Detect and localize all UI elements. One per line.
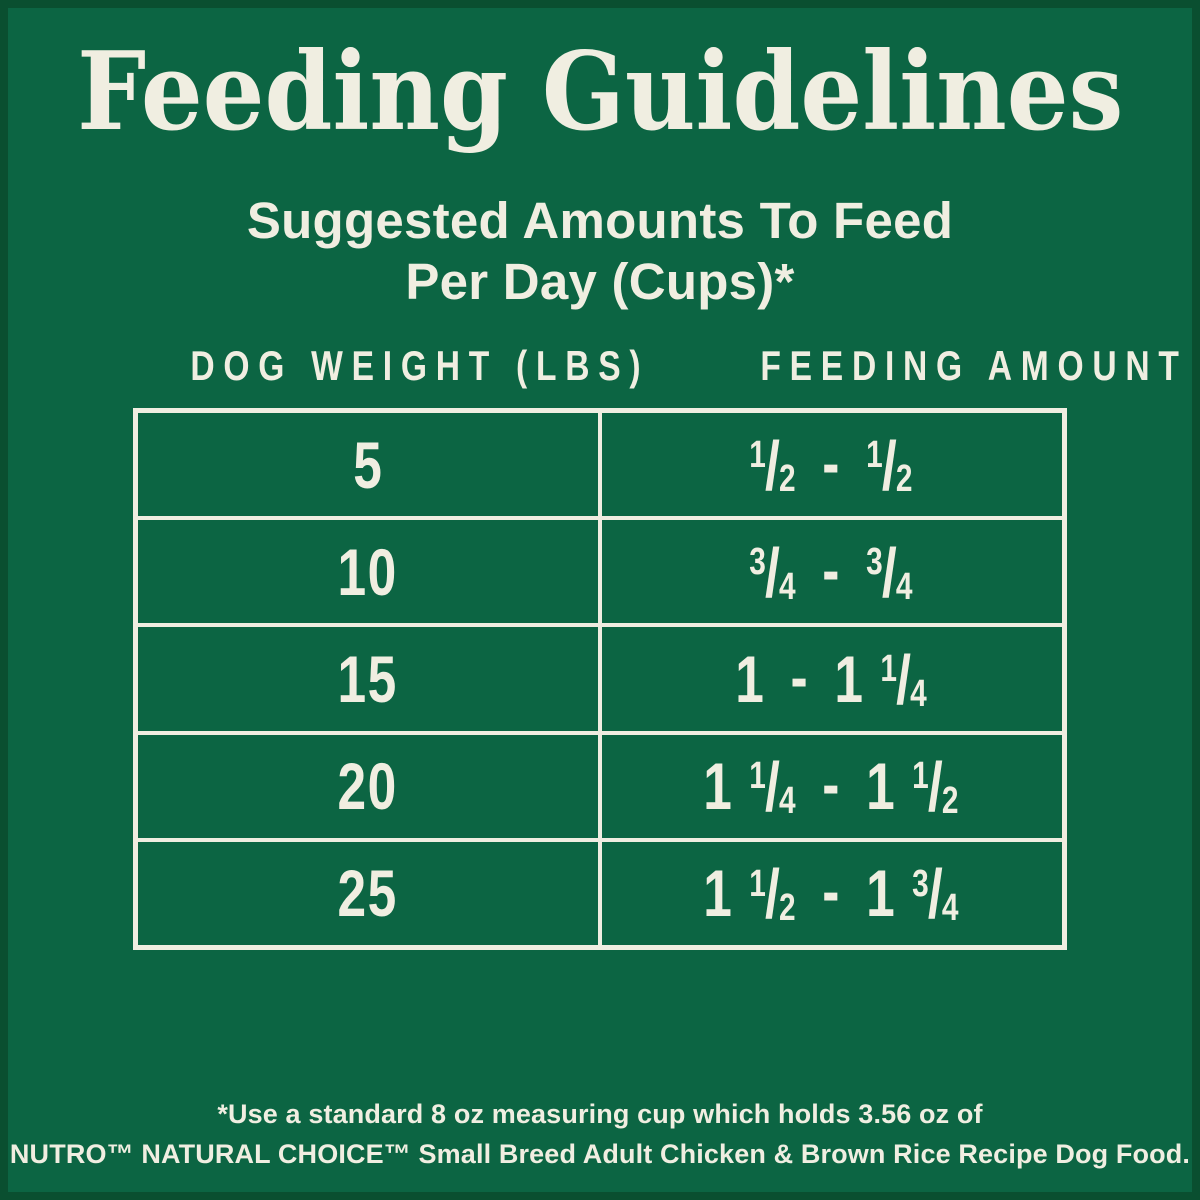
- page-title-text: Feeding Guidelines: [76, 29, 1124, 155]
- footnote-line-1: *Use a standard 8 oz measuring cup which…: [217, 1099, 983, 1129]
- fraction-slash: /: [765, 855, 782, 933]
- fraction: 1/2: [866, 427, 915, 505]
- weight-cell: 10: [133, 516, 602, 628]
- feeding-table-body: 5 1/2 - 1/2 10 3/4 - 3/4 15 1 - 1 1/4 20 1 1/4 …: [133, 408, 1067, 950]
- fraction-slash: /: [896, 641, 913, 719]
- table-row: 15 1 - 1 1/4: [133, 623, 1067, 735]
- amount-cell: 1 1/4 - 1 1/2: [598, 730, 1067, 842]
- amount-value: 1/2 - 1/2: [749, 425, 915, 505]
- column-header-dog-weight: DOG WEIGHT (LBS): [190, 342, 650, 389]
- fraction: 3/4: [866, 534, 915, 612]
- weight-cell: 15: [133, 623, 602, 735]
- fraction-slash: /: [928, 748, 945, 826]
- range-dash: -: [822, 746, 842, 821]
- footnote-line-2: NUTRO™ NATURAL CHOICE™ Small Breed Adult…: [9, 1139, 1191, 1169]
- amount-cell: 3/4 - 3/4: [598, 516, 1067, 628]
- subtitle-line-2: Per Day (Cups)*: [405, 253, 795, 310]
- amount-value: 3/4 - 3/4: [749, 532, 915, 612]
- footnote: *Use a standard 8 oz measuring cup which…: [8, 1094, 1192, 1174]
- fraction-slash: /: [765, 427, 782, 505]
- weight-value: 25: [337, 856, 399, 931]
- feeding-table: 5 1/2 - 1/2 10 3/4 - 3/4 15 1 - 1 1/4 20 1 1/4 …: [133, 408, 1067, 950]
- table-column-headers: DOG WEIGHT (LBS) FEEDING AMOUNT: [133, 342, 1178, 390]
- weight-cell: 25: [133, 837, 602, 950]
- fraction: 1/2: [912, 748, 961, 826]
- amount-value: 1 1/2 - 1 3/4: [703, 853, 961, 933]
- fraction: 1/4: [749, 748, 798, 826]
- amount-value: 1 1/4 - 1 1/2: [703, 746, 961, 826]
- fraction-slash: /: [765, 534, 782, 612]
- fraction-slash: /: [765, 748, 782, 826]
- range-dash: -: [822, 853, 842, 928]
- weight-value: 10: [337, 534, 399, 609]
- fraction: 1/2: [749, 855, 798, 933]
- page-title: Feeding Guidelines: [8, 32, 1192, 153]
- range-dash: -: [822, 425, 842, 500]
- fraction: 1/2: [749, 427, 798, 505]
- weight-value: 20: [337, 749, 399, 824]
- weight-value: 15: [337, 641, 399, 716]
- amount-cell: 1/2 - 1/2: [598, 408, 1067, 521]
- weight-cell: 5: [133, 408, 602, 521]
- table-row: 10 3/4 - 3/4: [133, 516, 1067, 628]
- range-dash: -: [822, 532, 842, 607]
- subtitle-line-1: Suggested Amounts To Feed: [246, 192, 954, 249]
- fraction: 3/4: [749, 534, 798, 612]
- amount-cell: 1 1/2 - 1 3/4: [598, 837, 1067, 950]
- amount-cell: 1 - 1 1/4: [598, 623, 1067, 735]
- fraction: 3/4: [912, 855, 961, 933]
- weight-cell: 20: [133, 730, 602, 842]
- weight-value: 5: [352, 427, 384, 502]
- column-header-feeding-amount: FEEDING AMOUNT: [760, 342, 1188, 389]
- fraction-slash: /: [928, 855, 945, 933]
- fraction: 1/4: [880, 641, 929, 719]
- table-row: 25 1 1/2 - 1 3/4: [133, 837, 1067, 950]
- table-row: 5 1/2 - 1/2: [133, 408, 1067, 521]
- page-subtitle: Suggested Amounts To Feed Per Day (Cups)…: [8, 190, 1192, 312]
- amount-value: 1 - 1 1/4: [735, 639, 929, 719]
- fraction-slash: /: [882, 534, 899, 612]
- range-dash: -: [790, 639, 810, 714]
- table-row: 20 1 1/4 - 1 1/2: [133, 730, 1067, 842]
- fraction-slash: /: [882, 427, 899, 505]
